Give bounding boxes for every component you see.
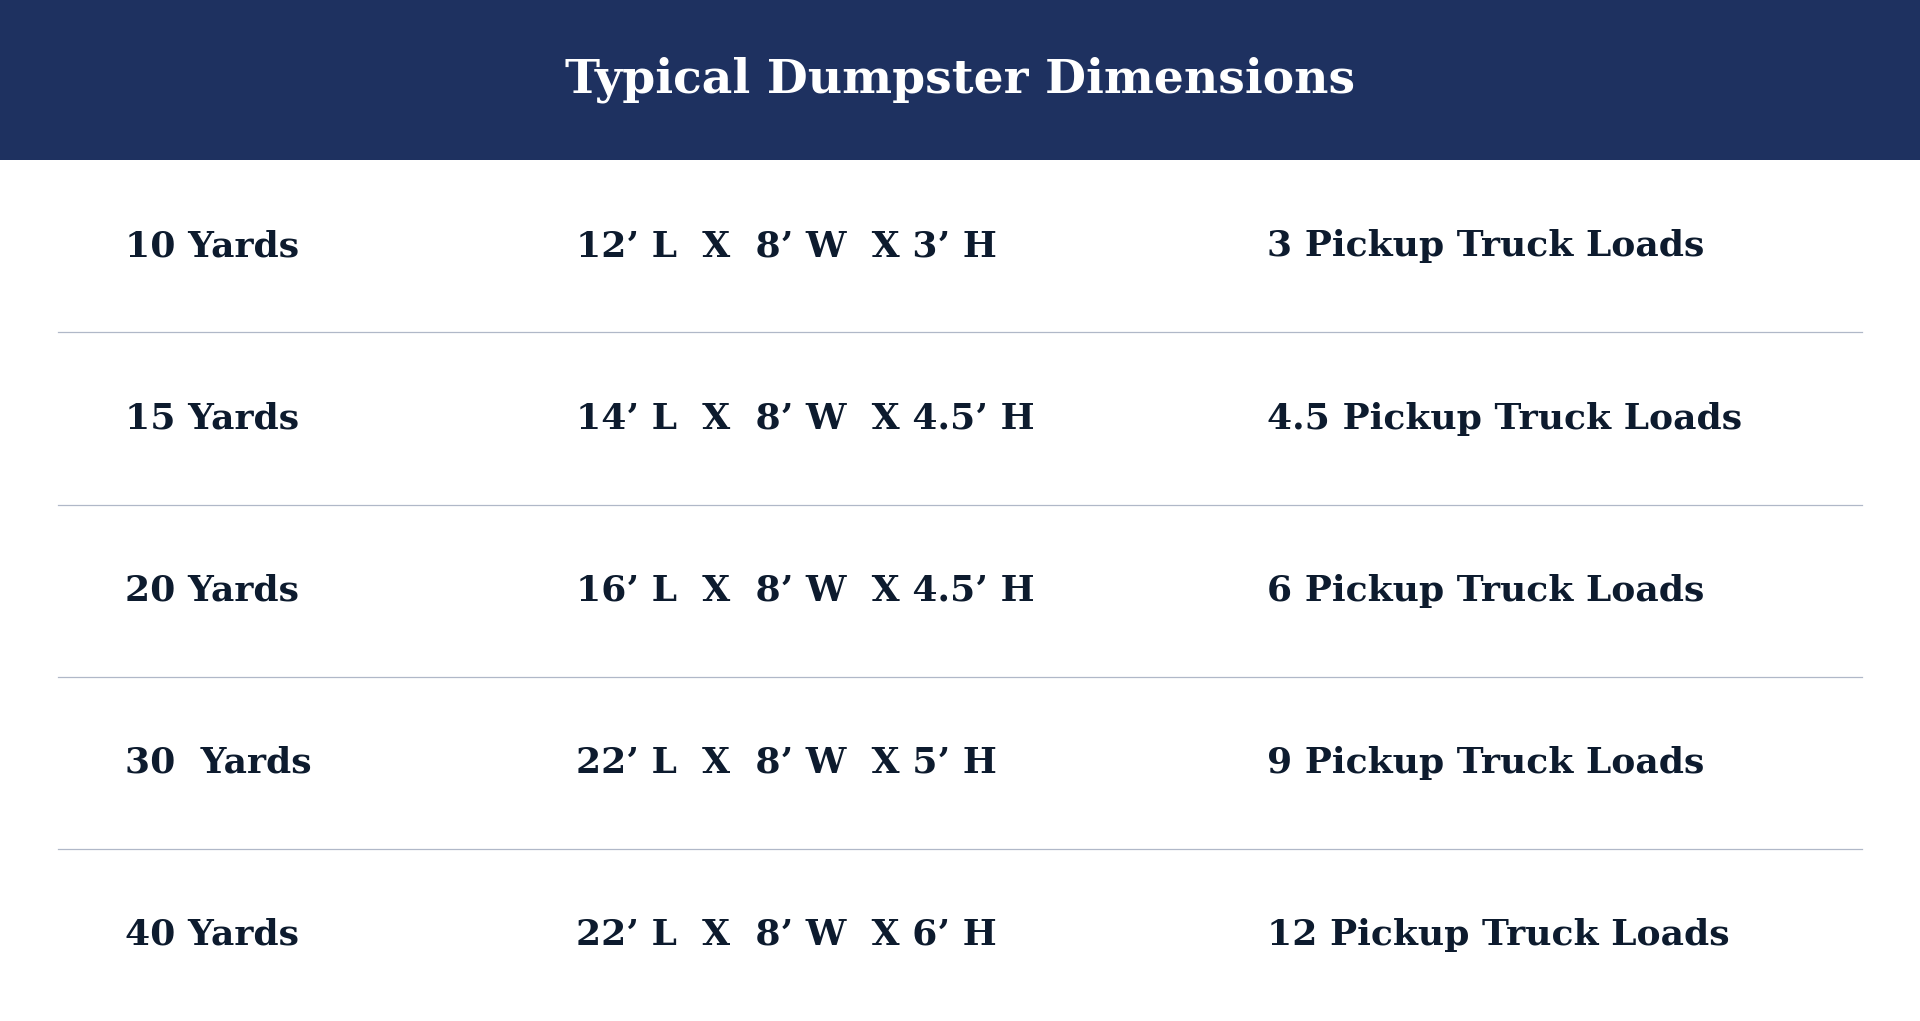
Text: 14’ L  X  8’ W  X 4.5’ H: 14’ L X 8’ W X 4.5’ H [576, 401, 1035, 436]
Text: 6 Pickup Truck Loads: 6 Pickup Truck Loads [1267, 574, 1705, 607]
Text: 20 Yards: 20 Yards [125, 574, 300, 607]
Text: 9 Pickup Truck Loads: 9 Pickup Truck Loads [1267, 745, 1705, 780]
Text: 40 Yards: 40 Yards [125, 918, 300, 952]
Text: Typical Dumpster Dimensions: Typical Dumpster Dimensions [564, 57, 1356, 103]
Text: 10 Yards: 10 Yards [125, 230, 300, 263]
Text: 12’ L  X  8’ W  X 3’ H: 12’ L X 8’ W X 3’ H [576, 230, 996, 263]
Text: 3 Pickup Truck Loads: 3 Pickup Truck Loads [1267, 230, 1705, 263]
Text: 22’ L  X  8’ W  X 5’ H: 22’ L X 8’ W X 5’ H [576, 745, 996, 780]
Bar [0, 0, 1920, 160]
Text: 15 Yards: 15 Yards [125, 401, 300, 436]
Text: 22’ L  X  8’ W  X 6’ H: 22’ L X 8’ W X 6’ H [576, 918, 996, 952]
Text: 16’ L  X  8’ W  X 4.5’ H: 16’ L X 8’ W X 4.5’ H [576, 574, 1035, 607]
Text: 12 Pickup Truck Loads: 12 Pickup Truck Loads [1267, 918, 1730, 952]
Text: 4.5 Pickup Truck Loads: 4.5 Pickup Truck Loads [1267, 401, 1741, 436]
Text: 30  Yards: 30 Yards [125, 745, 311, 780]
